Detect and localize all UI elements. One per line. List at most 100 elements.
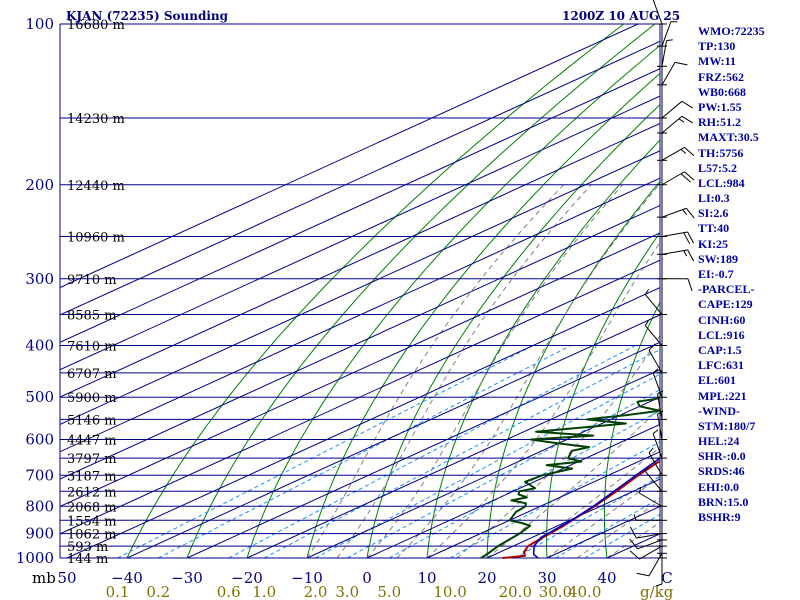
isotherm-line: [60, 68, 660, 343]
wind-barb-staff: [661, 231, 688, 237]
wind-barb-staff: [656, 413, 663, 440]
index-item: LCL:984: [698, 175, 745, 190]
isotherm-line: [60, 40, 660, 316]
wind-barb-half-flag: [648, 447, 654, 454]
wind-barb-flag: [686, 207, 695, 219]
height-label: 2612 m: [67, 485, 117, 500]
wind-barb-flag: [681, 115, 693, 124]
index-item: PW:1.55: [698, 99, 742, 114]
mixing-ratio-tick-label: 10.0: [433, 583, 466, 600]
pressure-tick-label: 100: [25, 15, 54, 33]
index-item: FRZ:562: [698, 69, 744, 84]
moist-adiabat-line: [366, 184, 623, 559]
mixing-ratio-line: [158, 345, 572, 559]
wind-barb-staff: [652, 372, 663, 398]
temperature-tick-label: 0: [362, 569, 372, 587]
index-item: RH:51.2: [698, 115, 741, 130]
wind-barb-half-flag: [644, 288, 650, 295]
wind-barb-flag: [636, 572, 650, 577]
index-item: -WIND-: [698, 403, 740, 418]
wind-barb-half-flag: [638, 486, 642, 494]
moist-adiabat-line: [396, 184, 660, 559]
index-item: TP:130: [698, 39, 736, 54]
moist-adiabat-line: [546, 475, 660, 559]
index-item: EL:601: [698, 373, 737, 388]
wind-barb-half-flag: [682, 209, 687, 215]
index-item: -PARCEL-: [698, 282, 755, 297]
index-item: TH:5756: [698, 145, 744, 160]
sounding-indices-panel: WMO:72235 TP:130 MW:11 FRZ:562 WB0:668 PW:1.5…: [698, 24, 798, 525]
wind-barb-staff: [661, 146, 685, 161]
height-label: 6707 m: [67, 367, 117, 382]
mixing-ratio-tick-label: 0.6: [217, 583, 241, 600]
wind-barb-staff: [661, 100, 683, 119]
index-item: HEL:24: [698, 434, 740, 449]
dry-adiabat-line: [126, 24, 625, 559]
temperature-tick-label: −20: [231, 569, 263, 587]
moist-adiabat-line: [306, 184, 564, 559]
temperature-tick-label: −30: [171, 569, 203, 587]
mixing-ratio-tick-label: 0.1: [106, 583, 130, 600]
wind-barb-staff: [648, 350, 663, 374]
wind-barb-half-flag: [644, 465, 650, 472]
temperature-tick-label: −10: [291, 569, 323, 587]
wind-barb-flag: [684, 146, 695, 157]
wind-barb-staff: [656, 393, 663, 420]
temperature-tick-label: 20: [477, 569, 496, 587]
wind-barb-flag: [681, 100, 693, 109]
isotherm-line: [60, 95, 660, 371]
isotherm-line: [66, 287, 660, 559]
isotherms: [60, 24, 660, 559]
temperature-tick-label: 50: [57, 569, 76, 587]
temperature-tick-label: 10: [417, 569, 436, 587]
isotherm-line: [60, 150, 660, 425]
height-label: 4447 m: [67, 434, 117, 449]
height-label: 7610 m: [67, 340, 117, 355]
isotherm-line: [60, 24, 639, 289]
pressure-tick-label: 700: [25, 466, 54, 484]
wind-barb-staff: [639, 492, 663, 507]
mixing-ratio-tick-label: 30.0: [539, 583, 572, 600]
wind-barb-flag: [687, 231, 695, 244]
station-title: KJAN (72235) Sounding: [66, 9, 229, 23]
index-item: STM:180/7: [698, 418, 756, 433]
height-label: 14230 m: [67, 112, 125, 127]
mixing-ratio-line: [347, 389, 660, 559]
wind-barb-half-flag: [678, 118, 685, 123]
wind-barb-half-flag: [648, 345, 654, 351]
temperature-tick-label: 30: [537, 569, 556, 587]
wind-barb-staff: [661, 171, 685, 186]
wind-barb-staff: [661, 62, 676, 86]
mixing-ratio-tick-label: 40.0: [568, 583, 601, 600]
pressure-tick-label: 1000: [16, 549, 54, 567]
moist-adiabat-line: [576, 500, 660, 559]
isotherm-line: [366, 423, 660, 559]
wind-barb-staff: [644, 325, 663, 346]
gkg-unit-label: g/kg: [640, 583, 674, 600]
wind-barb-staff: [637, 539, 663, 550]
wind-barb-flag: [680, 173, 691, 183]
isotherm-line: [60, 232, 660, 508]
wind-barb-staff: [661, 21, 672, 47]
wind-barb-staff: [644, 471, 663, 492]
pressure-tick-label: 400: [25, 337, 54, 355]
index-item: SW:189: [698, 251, 739, 266]
index-item: EHI:0.0: [698, 479, 740, 494]
wind-barb-staff: [652, 433, 663, 459]
height-label: 1062 m: [67, 528, 117, 543]
mixing-ratio-tick-label: 20.0: [499, 583, 532, 600]
isotherm-line: [186, 341, 660, 559]
wind-barb-flag: [683, 232, 691, 245]
index-item: BRN:15.0: [698, 494, 749, 509]
isotherm-line: [126, 314, 660, 559]
height-label: 10960 m: [67, 231, 125, 246]
wind-profile: [629, 0, 695, 587]
pressure-tick-label: 500: [25, 388, 54, 406]
wind-barb-half-flag: [680, 148, 687, 154]
mixing-ratio-tick-label: 2.0: [304, 583, 328, 600]
index-item: LCL:916: [698, 327, 745, 342]
wind-barb-flag: [629, 526, 637, 539]
index-item: WMO:72235: [698, 24, 765, 38]
